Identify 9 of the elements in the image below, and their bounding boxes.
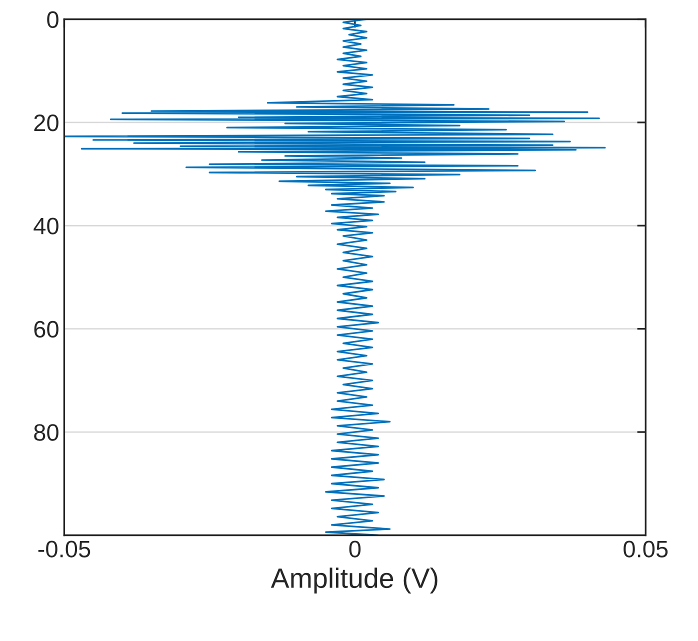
y-tick-label: 20 (34, 114, 58, 132)
x-tick-label: -0.05 (38, 540, 90, 558)
y-tick-label: 60 (34, 320, 58, 338)
x-tick-label: 0 (349, 540, 361, 558)
y-tick-label: 80 (34, 424, 58, 441)
x-tick-label: 0.05 (624, 540, 668, 558)
x-axis-title: Amplitude (V) (270, 568, 438, 594)
y-tick-label: 0 (47, 11, 58, 28)
y-tick-label: 40 (34, 218, 58, 234)
